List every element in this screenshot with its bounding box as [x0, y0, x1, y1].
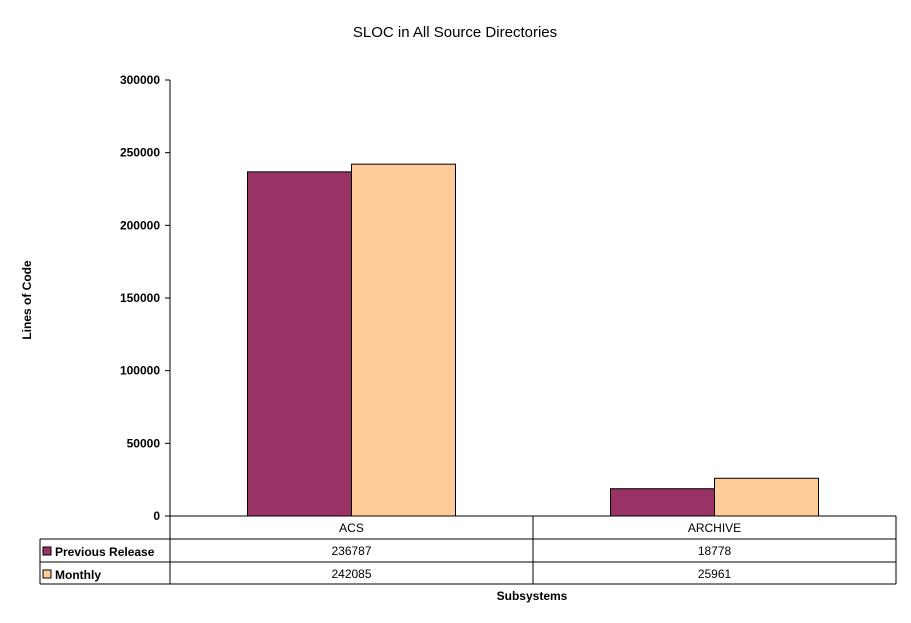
y-tick-label: 300000	[120, 73, 160, 87]
y-tick-label: 0	[153, 509, 160, 523]
category-label: ARCHIVE	[688, 521, 741, 535]
x-axis-label: Subsystems	[497, 589, 568, 603]
data-table-value: 18778	[698, 544, 732, 558]
bar-monthly-acs	[351, 163, 456, 517]
category-label: ACS	[339, 521, 364, 535]
y-tick-label: 50000	[127, 436, 161, 450]
y-tick-label: 100000	[120, 364, 160, 378]
bar-previous-release-archive	[610, 488, 715, 517]
data-table-value: 25961	[698, 567, 732, 581]
legend-label: Previous Release	[55, 545, 155, 559]
legend-swatch	[42, 569, 52, 579]
chart-title: SLOC in All Source Directories	[353, 24, 557, 41]
y-axis-label: Lines of Code	[20, 260, 34, 340]
data-table-value: 236787	[331, 544, 371, 558]
bar-previous-release-acs	[247, 171, 352, 517]
bar-monthly-archive	[714, 477, 819, 517]
y-tick-label: 200000	[120, 218, 160, 232]
data-table-value: 242085	[331, 567, 371, 581]
legend-swatch	[42, 546, 52, 556]
legend-label: Monthly	[55, 568, 101, 582]
y-tick-label: 250000	[120, 146, 160, 160]
y-tick-label: 150000	[120, 291, 160, 305]
